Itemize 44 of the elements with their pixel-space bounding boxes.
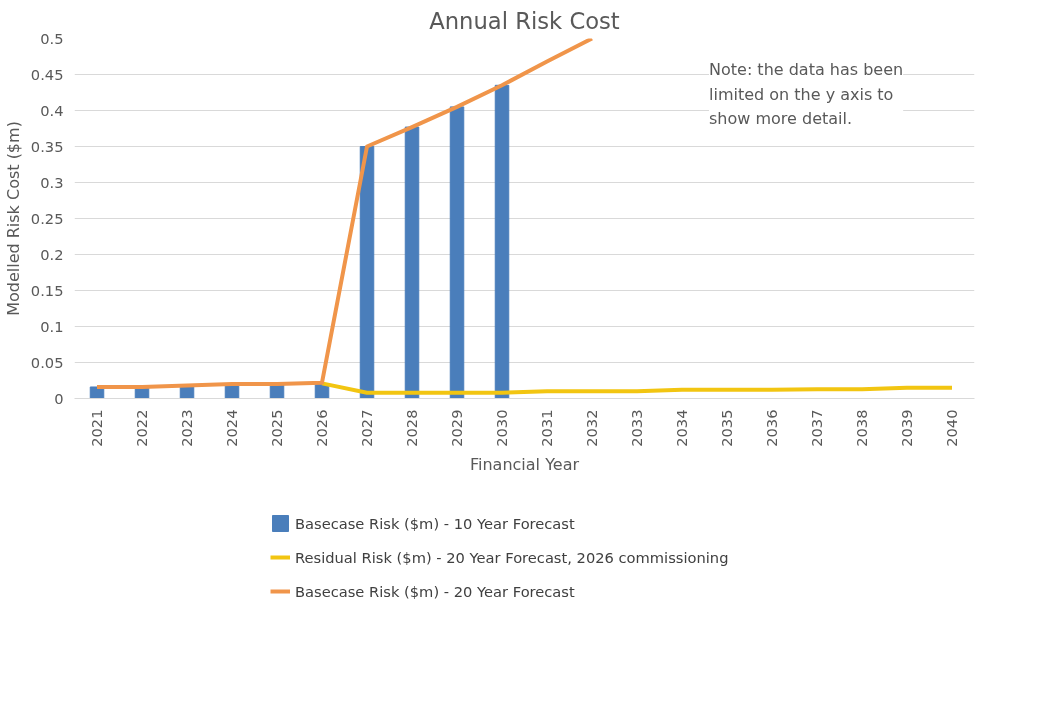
x-tick-label: 2030 (493, 409, 510, 447)
y-tick-label: 0.3 (40, 173, 64, 191)
x-tick-label: 2023 (178, 409, 195, 447)
bar (449, 106, 465, 399)
x-tick-label: 2028 (403, 409, 420, 447)
x-tick-label: 2040 (943, 409, 960, 447)
x-tick-label: 2036 (763, 409, 780, 447)
bar (404, 126, 420, 399)
x-tick-label: 2035 (718, 409, 735, 447)
legend-label: Basecase Risk ($m) - 20 Year Forecast (295, 582, 575, 600)
x-tick-label: 2038 (853, 409, 870, 447)
bar (359, 146, 375, 399)
x-tick-label: 2027 (358, 409, 375, 447)
x-tick-label: 2033 (628, 409, 645, 447)
line-series (95, 38, 594, 389)
x-tick-label: 2034 (673, 409, 690, 447)
x-tick-label: 2021 (88, 409, 105, 447)
x-tick-label: 2031 (538, 409, 555, 447)
y-axis-title: Modelled Risk Cost ($m) (3, 121, 23, 316)
legend-label: Residual Risk ($m) - 20 Year Forecast, 2026 commissioning (295, 548, 729, 566)
y-tick-label: 0.4 (40, 101, 64, 119)
chart-title: Annual Risk Cost (429, 7, 620, 34)
bar (494, 84, 510, 399)
y-tick-label: 0.2 (40, 245, 64, 263)
y-tick-label: 0.25 (30, 209, 64, 227)
y-tick-label: 0.45 (30, 65, 64, 83)
x-tick-label: 2022 (133, 409, 150, 447)
x-tick-label: 2032 (583, 409, 600, 447)
x-tick-label: 2029 (448, 409, 465, 447)
annotation: Note: the data has been limited on the y axis to show more detail. (709, 60, 904, 129)
x-tick-label: 2025 (268, 409, 285, 447)
line-series (320, 381, 954, 395)
y-tick-label: 0 (54, 389, 64, 407)
legend-label: Basecase Risk ($m) - 10 Year Forecast (295, 514, 575, 532)
x-axis-title: Financial Year (469, 454, 580, 474)
y-tick-label: 0.1 (40, 317, 64, 335)
x-tick-label: 2024 (223, 409, 240, 447)
y-tick-label: 0.05 (30, 353, 64, 371)
x-tick-label: 2039 (898, 409, 915, 447)
y-tick-label: 0.15 (30, 281, 64, 299)
x-tick-label: 2026 (313, 409, 330, 447)
x-tick-label: 2037 (808, 409, 825, 447)
y-tick-label: 0.35 (30, 137, 64, 155)
y-tick-label: 0.5 (40, 29, 64, 47)
